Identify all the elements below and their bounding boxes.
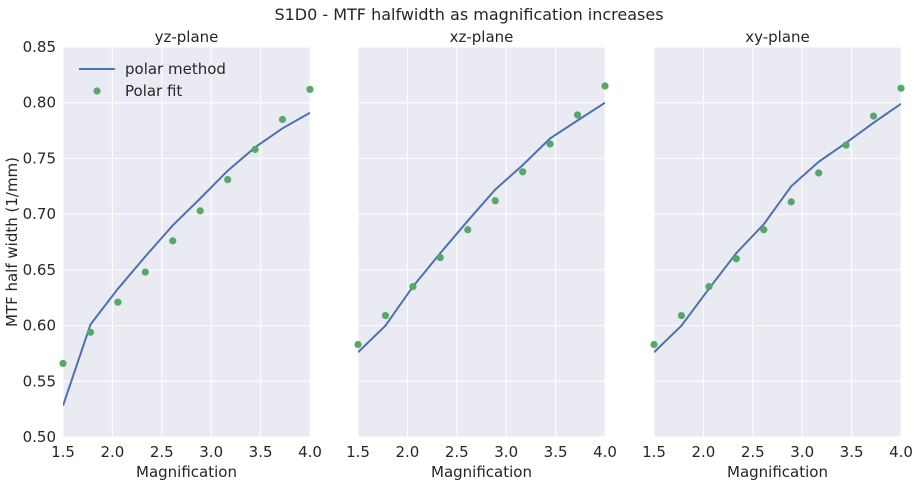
legend: polar method Polar fit <box>79 60 226 100</box>
series-point-polar-fit <box>897 84 905 92</box>
x-tick-label: 1.5 <box>51 443 75 461</box>
series-point-polar-fit <box>519 168 527 176</box>
y-tick-label: 0.80 <box>23 94 56 112</box>
series-point-polar-fit <box>278 115 287 124</box>
x-tick-label: 2.5 <box>150 443 174 461</box>
series-point-polar-fit <box>601 82 609 90</box>
y-tick-label: 0.65 <box>23 261 56 279</box>
series-point-polar-fit <box>306 85 314 93</box>
plot-area <box>654 47 901 437</box>
panels: 1.5 2.0 2.5 3.0 3.5 4.0 0.50 0.55 0.60 0.65 0.70 0.… <box>3 28 913 481</box>
series-point-polar-fit <box>436 254 444 262</box>
x-tick-label: 2.0 <box>691 443 715 461</box>
panel-title: yz-plane <box>155 28 219 46</box>
legend-label-polar-method: polar method <box>125 60 226 78</box>
x-tick-label: 2.5 <box>445 443 469 461</box>
series-line-polar-method <box>63 111 310 407</box>
x-tick-label: 3.0 <box>494 443 518 461</box>
series-point-polar-fit <box>650 340 658 349</box>
x-tick-label: 3.0 <box>790 443 814 461</box>
series-point-polar-fit <box>251 145 259 154</box>
series-point-polar-fit <box>86 328 95 336</box>
x-tick-label: 3.5 <box>249 443 273 461</box>
series-line-polar-method <box>358 101 605 354</box>
series-point-polar-fit <box>573 111 582 119</box>
panel-1: 1.5 2.0 2.5 3.0 3.5 4.0 0.50 0.55 0.60 0.65 0.70 0.… <box>3 28 322 481</box>
panel-3: 1.5 2.0 2.5 3.0 3.5 4.0 xy-plane Magnification <box>642 28 913 481</box>
series-point-polar-fit <box>732 255 740 263</box>
panel-title: xy-plane <box>745 28 810 46</box>
plot-area <box>63 47 310 437</box>
series-point-polar-fit <box>464 226 472 234</box>
y-tick-label: 0.55 <box>23 372 56 390</box>
y-tick-label: 0.60 <box>23 317 56 335</box>
y-axis-label: MTF half width (1/mm) <box>3 157 21 327</box>
series-point-polar-fit <box>354 340 362 349</box>
y-tick-label: 0.50 <box>23 428 56 446</box>
panel-title: xz-plane <box>450 28 514 46</box>
series-point-polar-fit <box>224 176 232 184</box>
series-point-polar-fit <box>869 112 878 120</box>
x-tick-label: 3.5 <box>840 443 864 461</box>
series-point-polar-fit <box>787 198 795 206</box>
figure-suptitle: S1D0 - MTF halfwidth as magnification in… <box>274 5 663 24</box>
x-tick-label: 4.0 <box>889 443 913 461</box>
series-line-polar-method <box>654 102 901 354</box>
x-axis-label: Magnification <box>136 463 237 481</box>
series-point-polar-fit <box>59 359 67 368</box>
plot-area <box>358 47 605 437</box>
series-point-polar-fit <box>409 282 417 291</box>
series-point-polar-fit <box>381 311 390 320</box>
x-tick-label: 2.0 <box>100 443 124 461</box>
legend-marker-swatch <box>93 87 101 95</box>
y-tick-label: 0.85 <box>23 38 56 56</box>
x-tick-label: 1.5 <box>346 443 370 461</box>
series-point-polar-fit <box>760 226 768 234</box>
x-axis-label: Magnification <box>727 463 828 481</box>
series-point-polar-fit <box>842 141 850 149</box>
series-point-polar-fit <box>141 268 149 276</box>
series-point-polar-fit <box>677 311 686 320</box>
series-point-polar-fit <box>114 298 122 306</box>
y-tick-label: 0.75 <box>23 149 56 167</box>
series-point-polar-fit <box>546 140 554 148</box>
series-point-polar-fit <box>169 237 177 245</box>
x-tick-label: 3.5 <box>544 443 568 461</box>
x-tick-label: 4.0 <box>298 443 322 461</box>
panel-2: 1.5 2.0 2.5 3.0 3.5 4.0 xz-plane Magnification <box>346 28 617 481</box>
series-point-polar-fit <box>196 207 204 215</box>
series-point-polar-fit <box>705 282 713 291</box>
series-point-polar-fit <box>815 169 823 177</box>
x-tick-label: 2.0 <box>395 443 419 461</box>
x-axis-label: Magnification <box>431 463 532 481</box>
series-point-polar-fit <box>491 197 499 205</box>
legend-label-polar-fit: Polar fit <box>125 82 182 100</box>
x-tick-label: 1.5 <box>642 443 666 461</box>
x-tick-label: 2.5 <box>741 443 765 461</box>
y-tick-label: 0.70 <box>23 205 56 223</box>
x-tick-label: 4.0 <box>593 443 617 461</box>
x-tick-label: 3.0 <box>199 443 223 461</box>
